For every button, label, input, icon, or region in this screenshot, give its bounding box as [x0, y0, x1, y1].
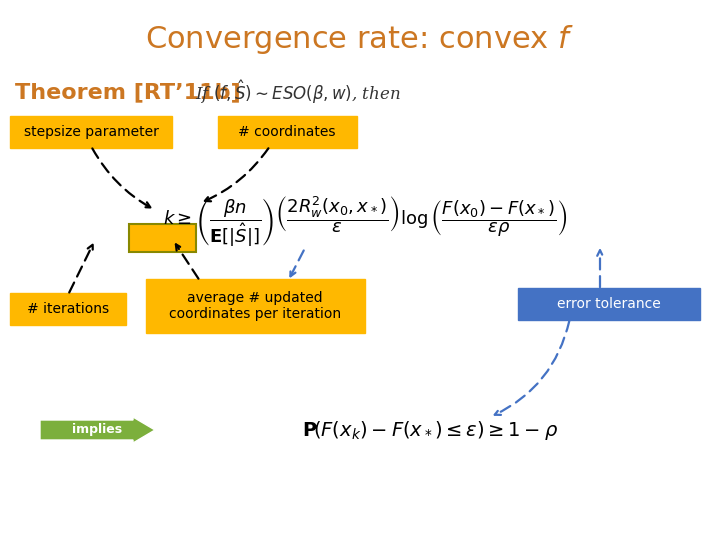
- Text: # iterations: # iterations: [27, 302, 109, 316]
- FancyBboxPatch shape: [518, 288, 700, 320]
- Text: # coordinates: # coordinates: [238, 125, 336, 139]
- Text: stepsize parameter: stepsize parameter: [24, 125, 158, 139]
- Text: $\mathbf{P}\!\left(F(x_k) - F(x_*) \leq \epsilon\right) \geq 1 - \rho$: $\mathbf{P}\!\left(F(x_k) - F(x_*) \leq …: [302, 418, 558, 442]
- Text: Theorem [RT’11b]: Theorem [RT’11b]: [15, 82, 240, 102]
- FancyBboxPatch shape: [218, 116, 357, 148]
- FancyBboxPatch shape: [10, 116, 172, 148]
- Text: Convergence rate: convex $f$: Convergence rate: convex $f$: [145, 24, 575, 57]
- FancyArrow shape: [40, 417, 155, 443]
- FancyBboxPatch shape: [146, 279, 365, 333]
- FancyBboxPatch shape: [10, 293, 126, 325]
- Text: implies: implies: [72, 423, 122, 436]
- Text: If $(f, \hat{S}) \sim ESO(\beta, w)$, then: If $(f, \hat{S}) \sim ESO(\beta, w)$, th…: [195, 78, 401, 106]
- Text: error tolerance: error tolerance: [557, 297, 661, 311]
- Text: $k \geq \left(\dfrac{\beta n}{\mathbf{E}[|\hat{S}|]}\right)\left(\dfrac{2R_w^2(x: $k \geq \left(\dfrac{\beta n}{\mathbf{E}…: [163, 195, 567, 249]
- FancyBboxPatch shape: [129, 224, 196, 252]
- Text: average # updated
coordinates per iteration: average # updated coordinates per iterat…: [169, 291, 341, 321]
